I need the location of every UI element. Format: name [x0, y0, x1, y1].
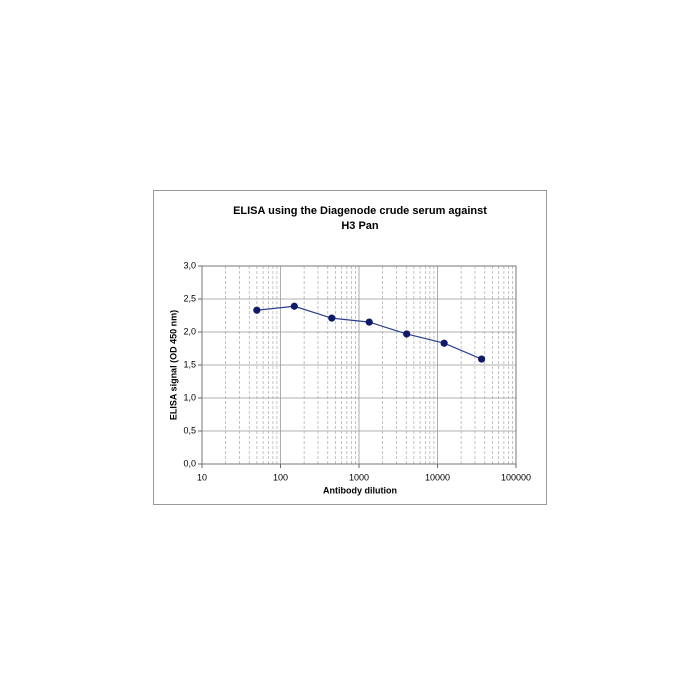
chart-title: H3 Pan — [341, 220, 379, 232]
x-axis-title: Antibody dilution — [323, 485, 397, 495]
y-tick-label: 0,5 — [183, 425, 196, 435]
x-tick-label: 1000 — [349, 472, 369, 482]
y-tick-label: 1,0 — [183, 392, 196, 402]
data-point — [477, 355, 486, 363]
x-tick-label: 10000 — [425, 472, 450, 482]
y-tick-label: 0,0 — [183, 458, 196, 468]
data-point — [328, 314, 336, 322]
data-point — [290, 302, 298, 310]
x-tick-label: 100000 — [501, 472, 531, 482]
x-tick-label: 100 — [273, 472, 288, 482]
x-tick-label: 10 — [197, 472, 207, 482]
data-point — [403, 330, 411, 338]
y-tick-label: 2,0 — [183, 326, 196, 336]
y-axis-title: ELISA signal (OD 450 nm) — [168, 310, 178, 420]
data-point — [365, 318, 373, 326]
y-tick-label: 1,5 — [183, 359, 196, 369]
y-tick-label: 2,5 — [183, 293, 196, 303]
plot-border — [201, 265, 517, 465]
chart-title: ELISA using the Diagenode crude serum ag… — [233, 205, 487, 217]
data-point — [440, 339, 448, 347]
y-tick-label: 3,0 — [183, 260, 196, 270]
data-point — [253, 306, 261, 314]
